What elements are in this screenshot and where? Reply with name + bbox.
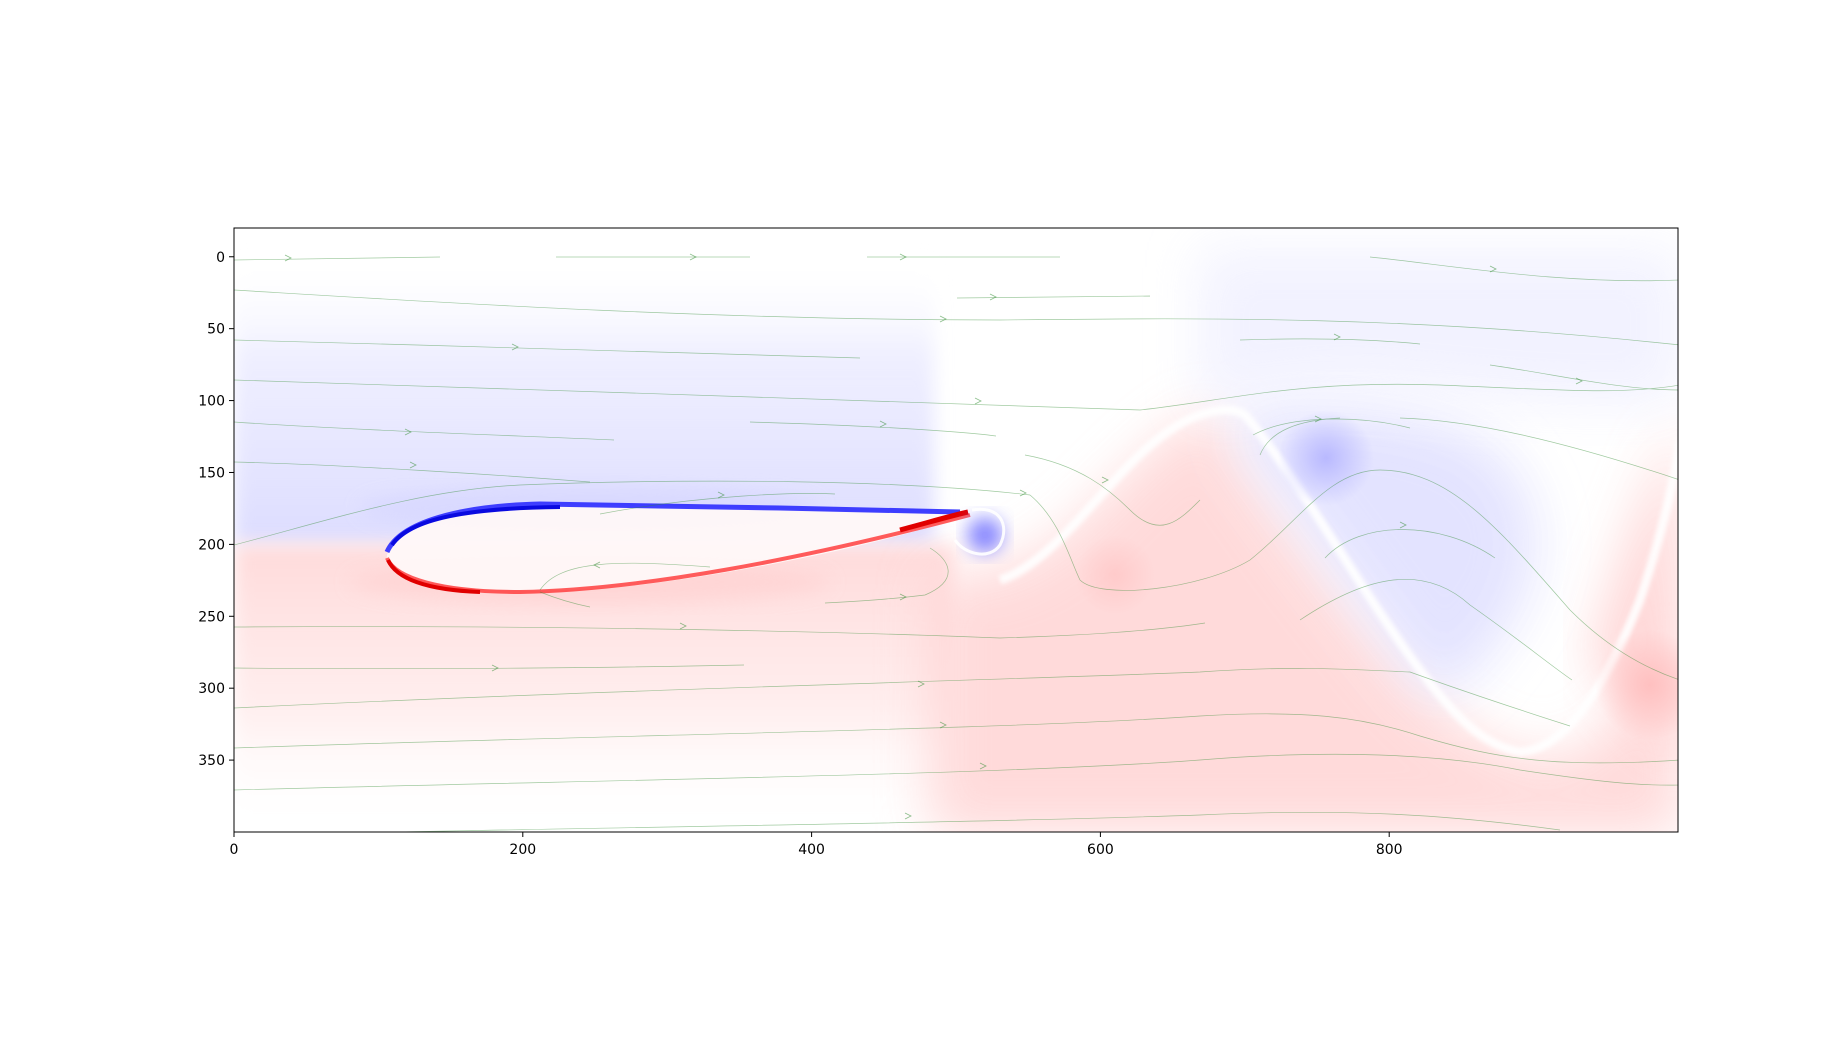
streamline-arrows [284,253,1583,820]
vorticity-field [234,228,1678,832]
streamline [234,753,1678,791]
streamline-arrow [1489,265,1497,273]
y-axis: 0 50 100 150 200 250 300 350 [198,250,234,769]
y-tick-label: 200 [198,537,225,553]
axes-frame [233,227,1679,833]
streamline-arrow [1101,476,1109,484]
streamline-arrow [1019,489,1027,497]
streamline [234,713,1678,764]
x-tick-label: 400 [798,842,825,858]
streamlines [234,256,1678,832]
streamline [234,461,591,483]
streamline [1239,338,1421,345]
streamline-arrow [939,721,947,729]
wake-shear-layer [998,405,1678,757]
airfoil-body [386,504,966,591]
streamline-arrow [979,762,987,770]
streamline [1029,469,1678,680]
airfoil-leading-edge-positive [386,559,481,594]
vortex-core-wake [1075,535,1155,615]
streamline [1252,418,1411,436]
streamline [234,664,745,670]
x-tick-label: 0 [230,842,239,858]
streamline [749,421,997,437]
streamline [956,295,1151,299]
streamline-arrow [679,622,687,630]
streamline [234,421,615,441]
streamline [539,591,591,608]
streamline-arrow [1399,521,1407,529]
x-tick-label: 600 [1087,842,1114,858]
streamline-arrow [593,561,601,569]
airfoil-lower-edge [385,513,971,595]
streamline-arrow [689,253,697,261]
streamline-arrow [974,397,982,405]
streamline [234,289,1678,346]
x-tick-label: 800 [1376,842,1403,858]
streamline-arrow [989,293,997,301]
streamline [399,811,1561,832]
airfoil-leading-edge-negative [390,505,561,547]
wake-positive-region [930,410,1678,832]
streamline [824,547,949,604]
streamline [1489,364,1678,391]
streamline-arrow [879,420,887,428]
streamline [234,379,1678,411]
streamline-arrow [939,315,947,323]
y-tick-label: 100 [198,394,225,410]
streamline-arrow [717,491,725,499]
streamline [234,622,1206,639]
vortex-core-negative [1278,410,1374,506]
y-tick-label: 250 [198,609,225,625]
streamline [1324,529,1496,559]
streamline [1024,454,1201,526]
x-axis: 0 200 400 600 800 [230,832,1403,858]
streamline [1259,417,1341,456]
y-tick-label: 350 [198,753,225,769]
streamline-arrow [404,428,412,436]
streamline [599,493,836,515]
streamline [539,562,711,591]
streamline [1299,578,1573,681]
y-tick-label: 300 [198,681,225,697]
streamline [234,480,1031,546]
streamline-arrow [899,253,907,261]
airfoil-trailing-edge-positive [899,509,969,533]
trailing-edge-curl [953,507,1006,556]
streamline [1369,256,1678,282]
streamline-arrow [284,254,292,262]
upper-right-negative [1200,250,1678,410]
streamline [1399,417,1678,480]
streamline-arrow [1314,415,1322,423]
streamline-arrow [899,593,907,601]
streamline-arrow [491,664,499,672]
y-tick-label: 50 [207,322,225,338]
streamline-arrow [1575,377,1583,385]
streamline [234,668,1571,727]
x-tick-label: 200 [509,842,536,858]
streamline-arrow [409,461,417,469]
streamline-arrow [511,343,519,351]
y-tick-label: 0 [216,250,225,266]
streamline [234,256,441,261]
streamline-arrow [904,812,912,820]
streamline-arrow [1333,333,1341,341]
streamline-arrow [917,680,925,688]
y-tick-label: 150 [198,465,225,481]
trailing-edge-vortex [967,517,1003,553]
vortex-core-positive [1595,630,1678,740]
